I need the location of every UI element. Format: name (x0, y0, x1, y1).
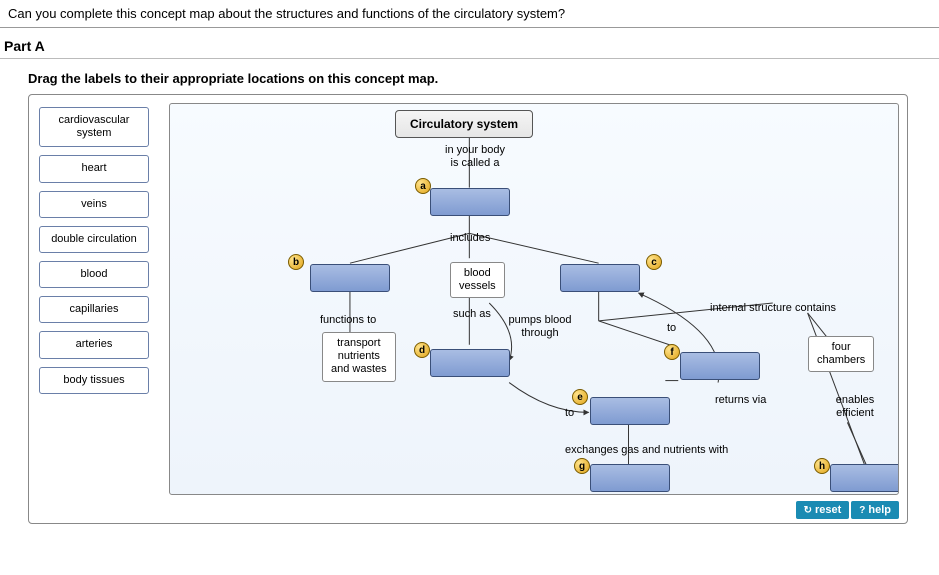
drop-slot-c[interactable] (560, 264, 640, 292)
marker-c: c (646, 254, 662, 270)
connector-lines (170, 104, 898, 494)
marker-d: d (414, 342, 430, 358)
drop-slot-e[interactable] (590, 397, 670, 425)
instruction-text: Drag the labels to their appropriate loc… (0, 59, 939, 94)
part-label: Part A (0, 28, 939, 59)
help-label: help (868, 504, 891, 516)
edge-label: in your bodyis called a (435, 144, 515, 170)
marker-h: h (814, 458, 830, 474)
text-node-blood-vessels: bloodvessels (450, 262, 505, 298)
edge-label: pumps bloodthrough (500, 314, 580, 340)
root-node: Circulatory system (395, 110, 533, 138)
bank-item[interactable]: heart (39, 155, 149, 182)
reset-icon: ↻ (804, 505, 812, 516)
text-node-transport: transportnutrientsand wastes (322, 332, 396, 382)
bank-item[interactable]: blood (39, 261, 149, 288)
edge-label: such as (453, 308, 491, 321)
marker-b: b (288, 254, 304, 270)
edge-label: exchanges gas and nutrients with (565, 444, 728, 457)
bank-item[interactable]: double circulation (39, 226, 149, 253)
bank-item[interactable]: veins (39, 191, 149, 218)
help-icon: ? (859, 505, 865, 516)
canvas-footer: ↻ reset ? help (796, 501, 899, 519)
help-button[interactable]: ? help (851, 501, 899, 519)
edge-label: functions to (320, 314, 376, 327)
workspace: cardiovascular system heart veins double… (28, 94, 908, 524)
bank-item[interactable]: cardiovascular system (39, 107, 149, 147)
marker-g: g (574, 458, 590, 474)
reset-button[interactable]: ↻ reset (796, 501, 850, 519)
edge-label: to (667, 322, 676, 335)
marker-e: e (572, 389, 588, 405)
edge-label: internal structure contains (710, 302, 836, 315)
edge-label: to (565, 407, 574, 420)
text-node-four-chambers: fourchambers (808, 336, 874, 372)
drop-slot-h[interactable] (830, 464, 899, 492)
drop-slot-d[interactable] (430, 349, 510, 377)
edge-label: returns via (715, 394, 766, 407)
drop-slot-f[interactable] (680, 352, 760, 380)
edge-label: enablesefficient (825, 394, 885, 420)
reset-label: reset (815, 504, 841, 516)
bank-item[interactable]: arteries (39, 331, 149, 358)
drop-slot-b[interactable] (310, 264, 390, 292)
bank-item[interactable]: body tissues (39, 367, 149, 394)
marker-f: f (664, 344, 680, 360)
edge-label: includes (450, 232, 490, 245)
question-text: Can you complete this concept map about … (0, 0, 939, 28)
drop-slot-a[interactable] (430, 188, 510, 216)
marker-a: a (415, 178, 431, 194)
bank-item[interactable]: capillaries (39, 296, 149, 323)
concept-map-canvas: Circulatory system in your bodyis called… (169, 103, 899, 495)
label-bank: cardiovascular system heart veins double… (39, 107, 149, 394)
drop-slot-g[interactable] (590, 464, 670, 492)
